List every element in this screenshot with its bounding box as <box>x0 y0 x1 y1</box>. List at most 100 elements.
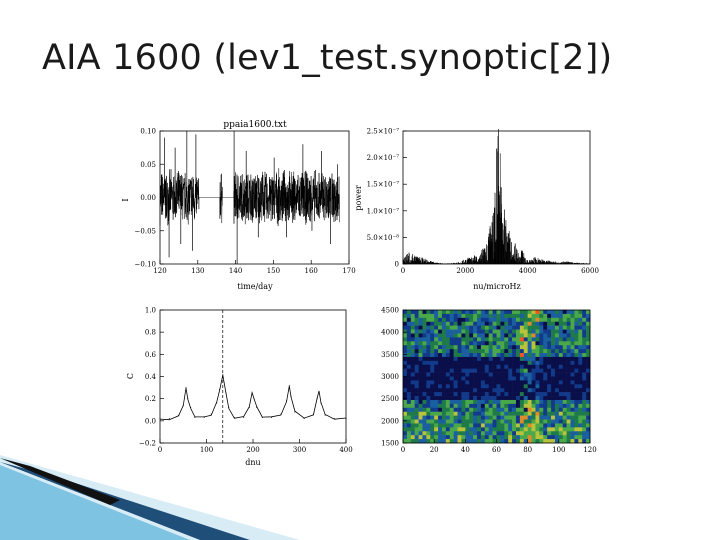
heatmap-cell <box>512 317 517 323</box>
heatmap-cell <box>527 337 532 342</box>
heatmap-cell <box>414 337 419 342</box>
heatmap-cell <box>531 317 536 323</box>
heatmap-cell <box>531 392 536 397</box>
heatmap-cell <box>441 403 447 409</box>
heatmap-cell <box>539 356 544 362</box>
heatmap-cell <box>523 321 528 326</box>
heatmap-cell <box>547 313 552 319</box>
heatmap-cell <box>480 376 486 381</box>
heatmap-cell <box>519 439 525 444</box>
heatmap-cell <box>426 376 431 381</box>
heatmap-cell <box>508 435 513 440</box>
heatmap-cell <box>535 439 540 444</box>
heatmap-cell <box>558 423 564 428</box>
heatmap-cell <box>527 431 532 436</box>
heatmap-cell <box>512 341 517 346</box>
heatmap-cell <box>457 325 462 330</box>
heatmap-cell <box>410 435 415 440</box>
heatmap-cell <box>551 403 556 409</box>
heatmap-cell <box>484 325 490 330</box>
heatmap-cell <box>527 313 532 319</box>
heatmap-cell <box>477 345 482 350</box>
spectrum-xtick-label: 4000 <box>519 267 537 275</box>
heatmap-cell <box>504 341 509 346</box>
heatmap-cell <box>445 439 451 444</box>
heatmap-cell <box>551 411 556 416</box>
heatmap-cell <box>570 321 575 326</box>
spectrum-xlabel: nu/microHz <box>473 282 520 291</box>
heatmap-cell <box>441 435 447 440</box>
heatmap-cell <box>551 407 556 412</box>
heatmap-xtick-label: 120 <box>583 446 596 454</box>
heatmap-cell <box>547 329 552 334</box>
heatmap-cell <box>519 341 525 346</box>
heatmap-cell <box>500 310 505 315</box>
heatmap-cell <box>508 384 513 389</box>
heatmap-cell <box>547 431 552 436</box>
heatmap-cell <box>578 353 583 358</box>
heatmap-cell <box>574 403 579 409</box>
heatmap-cell <box>418 392 423 397</box>
heatmap-cell <box>453 392 458 397</box>
heatmap-cell <box>480 423 486 428</box>
heatmap-cell <box>535 423 540 428</box>
heatmap-cell <box>504 419 509 424</box>
heatmap-cell <box>523 388 528 393</box>
heatmap-cell <box>570 376 575 381</box>
heatmap-cell <box>422 333 427 338</box>
heatmap-cell <box>496 399 501 405</box>
heatmap-cell <box>566 431 571 436</box>
autocorr-ytick-label: 0.6 <box>145 351 157 359</box>
heatmap-cell <box>403 380 408 385</box>
heatmap-cell <box>558 376 564 381</box>
heatmap-cell <box>426 341 431 346</box>
heatmap-cell <box>484 356 490 362</box>
heatmap-cell <box>535 399 540 405</box>
heatmap-cell <box>449 407 454 412</box>
heatmap-cell <box>434 356 439 362</box>
heatmap-cell <box>558 403 564 409</box>
heatmap-cell <box>558 439 564 444</box>
heatmap-cell <box>461 423 466 428</box>
heatmap-cell <box>566 341 571 346</box>
heatmap-cell <box>535 353 540 358</box>
heatmap-cell <box>574 388 579 393</box>
heatmap-cell <box>523 325 528 330</box>
heatmap-cell <box>523 396 528 401</box>
heatmap-cell <box>566 329 571 334</box>
heatmap-cell <box>539 427 544 432</box>
heatmap-cell <box>457 353 462 358</box>
heatmap-cell <box>406 419 412 424</box>
heatmap-cell <box>539 345 544 350</box>
heatmap-cell <box>512 356 517 362</box>
heatmap-cell <box>566 396 571 401</box>
heatmap-cell <box>445 310 451 315</box>
heatmap-cell <box>508 419 513 424</box>
heatmap-cell <box>484 337 490 342</box>
heatmap-cell <box>430 341 435 346</box>
heatmap-cell <box>484 435 490 440</box>
heatmap-cell <box>574 349 579 354</box>
heatmap-cell <box>551 423 556 428</box>
heatmap-cell <box>480 388 486 393</box>
heatmap-cell <box>527 310 532 315</box>
heatmap-cell <box>449 360 454 366</box>
heatmap-cell <box>438 415 443 420</box>
heatmap-cell <box>566 333 571 338</box>
heatmap-cell <box>523 419 528 424</box>
heatmap-cell <box>527 423 532 428</box>
heatmap-cell <box>477 388 482 393</box>
heatmap-cell <box>422 337 427 342</box>
heatmap-cell <box>445 435 451 440</box>
heatmap-cell <box>551 392 556 397</box>
heatmap-cell <box>469 427 474 432</box>
heatmap-cell <box>457 360 462 366</box>
heatmap-cell <box>558 384 564 389</box>
heatmap-cell <box>515 353 521 358</box>
heatmap-cell <box>488 364 493 369</box>
heatmap-cell <box>492 380 497 385</box>
heatmap-cell <box>480 415 486 420</box>
heatmap-cell <box>515 337 521 342</box>
heatmap-ytick-label: 2500 <box>381 395 399 403</box>
heatmap-cell <box>414 439 419 444</box>
